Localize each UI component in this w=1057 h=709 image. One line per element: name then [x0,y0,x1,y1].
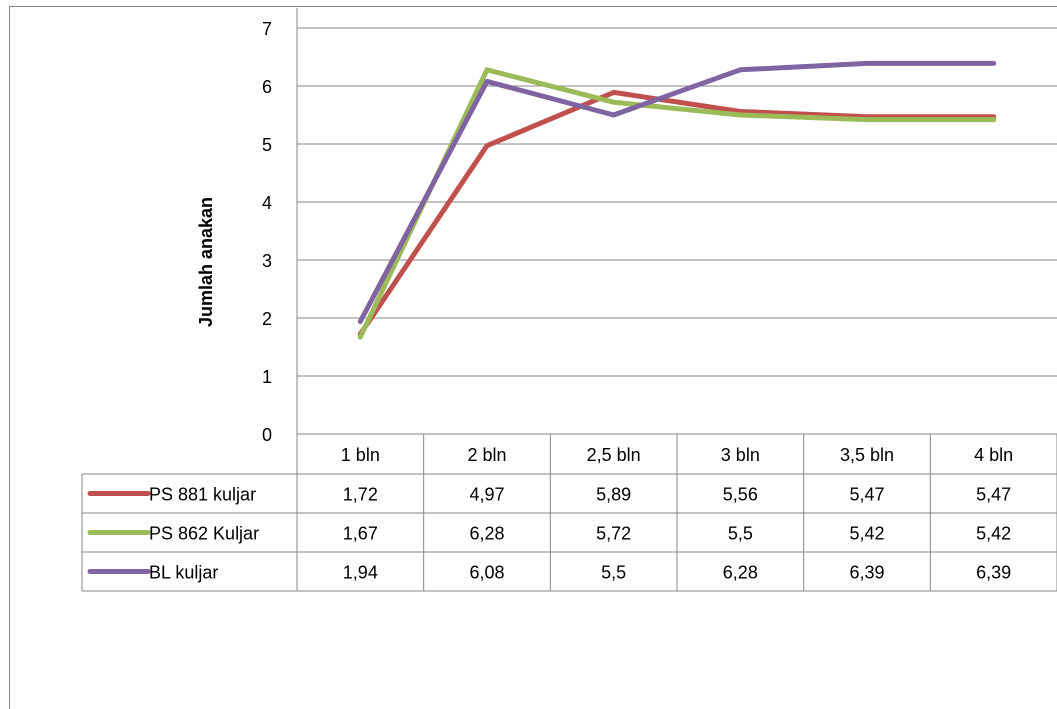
category-label: 1 bln [341,445,380,465]
category-label: 4 bln [974,445,1013,465]
chart-frame [9,6,1057,709]
data-table: 1 bln 2 bln 2,5 bln 3 bln 3,5 bln 4 bln PS 881… [81,433,1057,592]
data-value-label: 5,5 [728,524,753,544]
y-tick-label: 6 [262,77,272,97]
gridlines [296,8,1057,434]
category-label: 3 bln [721,445,760,465]
data-value-label: 6,08 [469,563,504,583]
data-value-label: 1,67 [343,524,378,544]
data-value-label: 1,94 [343,563,378,583]
series-line-3 [357,60,997,324]
data-value-label: 5,72 [596,524,631,544]
y-tick-label: 0 [262,425,272,445]
data-value-label: 5,42 [976,524,1011,544]
category-label: 2 bln [467,445,506,465]
data-value-label: 5,47 [976,485,1011,505]
y-tick-label: 4 [262,193,272,213]
y-tick-label: 3 [262,251,272,271]
category-label: 3,5 bln [840,445,894,465]
y-axis-title: Jumlah anakan [196,197,216,327]
data-value-label: 6,39 [976,563,1011,583]
data-value-label: 1,72 [343,485,378,505]
data-value-label: 5,89 [596,485,631,505]
data-value-label: 4,97 [469,485,504,505]
data-value-label: 6,39 [849,563,884,583]
y-tick-label: 5 [262,135,272,155]
series-lines [357,60,997,340]
data-value-label: 6,28 [723,563,758,583]
category-label: 2,5 bln [587,445,641,465]
series-line-2 [357,67,997,340]
y-axis-ticks: 0 1 2 3 4 5 6 7 [262,19,272,445]
y-tick-label: 2 [262,309,272,329]
data-value-label: 5,5 [601,563,626,583]
data-value-label: 5,42 [849,524,884,544]
data-value-label: 5,56 [723,485,758,505]
data-value-label: 5,47 [849,485,884,505]
y-tick-label: 1 [262,367,272,387]
legend-label-2: PS 862 Kuljar [149,524,259,544]
series-line-1 [357,89,997,337]
legend-label-1: PS 881 kuljar [149,485,256,505]
legend-label-3: BL kuljar [149,563,218,583]
y-tick-label: 7 [262,19,272,39]
data-value-label: 6,28 [469,524,504,544]
